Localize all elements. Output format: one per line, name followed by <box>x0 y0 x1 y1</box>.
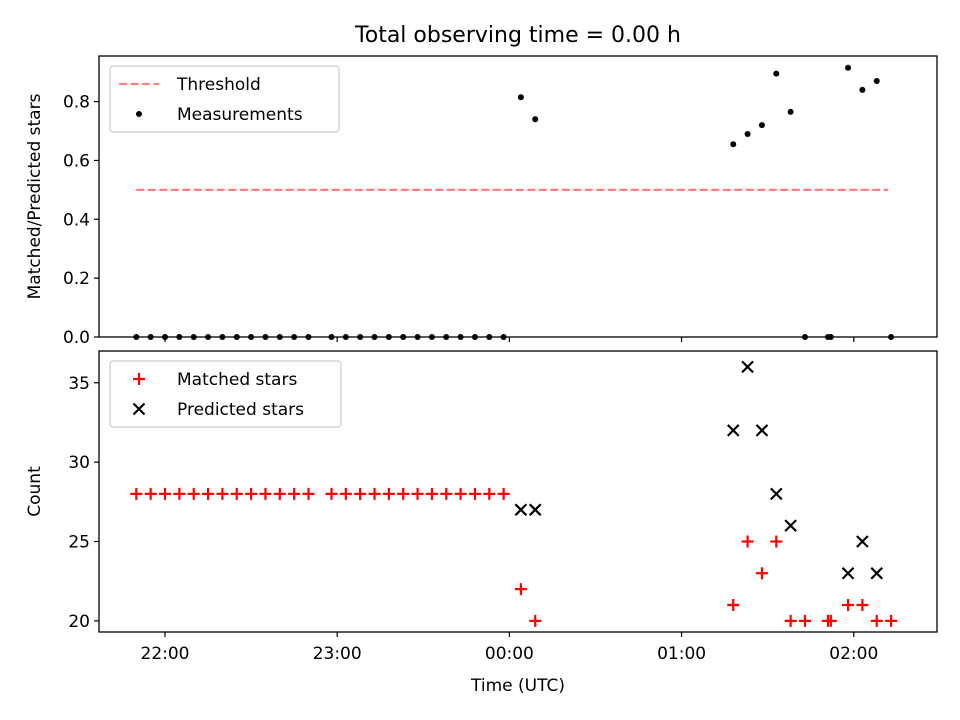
matched-stars-point <box>245 487 258 500</box>
measurements-point <box>773 70 780 77</box>
matched-stars-point <box>856 599 869 612</box>
predicted-stars-point <box>741 360 754 374</box>
measurements-point <box>859 86 866 93</box>
matched-stars-point <box>497 487 510 500</box>
matched-stars-point <box>468 487 481 500</box>
matched-stars-point <box>411 487 424 500</box>
matched-stars-point <box>202 487 215 500</box>
matched-stars-point <box>425 487 438 500</box>
x-tick-label: 23:00 <box>313 644 362 664</box>
predicted-stars-point <box>755 424 769 437</box>
predicted-stars-point <box>770 487 783 501</box>
axes-frame <box>98 350 938 633</box>
matched-stars-point <box>397 487 410 500</box>
matched-stars-point <box>741 535 754 548</box>
matched-stars-point <box>173 487 186 500</box>
matched-stars-point <box>325 487 338 500</box>
legend-label: Matched stars <box>177 370 297 390</box>
matched-stars-point <box>885 614 898 627</box>
axes-frame <box>98 55 938 338</box>
measurements-point <box>744 130 751 137</box>
predicted-stars-point <box>784 519 797 532</box>
y-tick-label: 30 <box>68 453 90 473</box>
matched-stars-point <box>130 487 143 500</box>
matched-stars-point <box>798 614 811 627</box>
matched-stars-point <box>440 487 453 500</box>
measurements-point <box>873 78 880 85</box>
matched-stars-point <box>216 487 229 500</box>
x-tick-label: 01:00 <box>657 644 706 664</box>
matched-stars-point <box>514 583 527 596</box>
matched-stars-point <box>339 487 352 500</box>
predicted-stars-point <box>514 503 528 517</box>
matched-stars-point <box>230 487 243 500</box>
predicted-stars-point <box>841 566 855 580</box>
x-axis-label: Time (UTC) <box>470 676 565 696</box>
chart-title: Total observing time = 0.00 h <box>354 23 681 48</box>
matched-stars-point <box>784 614 797 627</box>
matched-stars-point <box>529 614 542 627</box>
top-panel: 0.0 0.2 0.4 0.6 0.8 Matched/Predicted stars Th… <box>25 55 938 348</box>
y-axis-label: Matched/Predicted stars <box>25 93 45 299</box>
matched-stars-point <box>187 487 200 500</box>
matched-stars-point <box>870 614 883 627</box>
matched-stars-point <box>483 487 496 500</box>
x-tick-label: 00:00 <box>485 644 534 664</box>
matched-stars-point <box>727 599 740 612</box>
matched-stars-point <box>354 487 367 500</box>
y-axis-label: Count <box>25 466 45 517</box>
predicted-stars-point <box>870 566 884 580</box>
predicted-stars-point <box>528 503 542 517</box>
matched-stars-point <box>273 487 286 500</box>
y-tick-label: 20 <box>68 612 90 632</box>
matched-stars-point <box>159 487 172 500</box>
measurements-point <box>787 108 794 115</box>
x-tick-label: 02:00 <box>829 644 878 664</box>
y-tick-label: 0.8 <box>63 93 90 113</box>
matched-stars-point <box>454 487 467 500</box>
y-tick-label: 0.4 <box>63 210 90 230</box>
y-tick-label: 0.2 <box>63 269 90 289</box>
measurements-point <box>517 94 524 101</box>
x-tick-label: 22:00 <box>141 644 190 664</box>
matched-stars-point <box>382 487 395 500</box>
measurements-point <box>730 141 737 148</box>
legend-box <box>109 65 340 133</box>
matched-stars-point <box>259 487 272 500</box>
matched-stars-point <box>755 567 768 580</box>
y-tick-label: 25 <box>68 533 90 553</box>
y-tick-label: 0.0 <box>63 328 90 348</box>
measurements-point <box>758 122 765 129</box>
matched-stars-point <box>770 535 783 548</box>
matched-stars-point <box>842 599 855 612</box>
legend-measurements-swatch <box>136 111 142 117</box>
y-tick-label: 0.6 <box>63 151 90 171</box>
legend-label: Measurements <box>177 105 303 125</box>
legend-matched-swatch <box>133 373 145 385</box>
matched-stars-point <box>824 614 837 627</box>
predicted-stars-point <box>856 535 869 548</box>
measurements-point <box>532 116 539 123</box>
measurements-point <box>845 64 852 71</box>
legend-predicted-swatch <box>132 402 146 416</box>
y-tick-label: 35 <box>68 374 90 394</box>
legend-label: Predicted stars <box>177 400 304 420</box>
matched-stars-point <box>288 487 301 500</box>
bottom-panel: 20 25 30 35 22:00 23:00 00:00 01:00 02:00 Count Ti… <box>25 350 938 696</box>
legend-box <box>109 360 342 428</box>
legend-label: Threshold <box>176 75 261 95</box>
matched-stars-point <box>368 487 381 500</box>
predicted-stars-point <box>726 424 740 437</box>
matched-stars-point <box>144 487 157 500</box>
matched-stars-point <box>302 487 315 500</box>
